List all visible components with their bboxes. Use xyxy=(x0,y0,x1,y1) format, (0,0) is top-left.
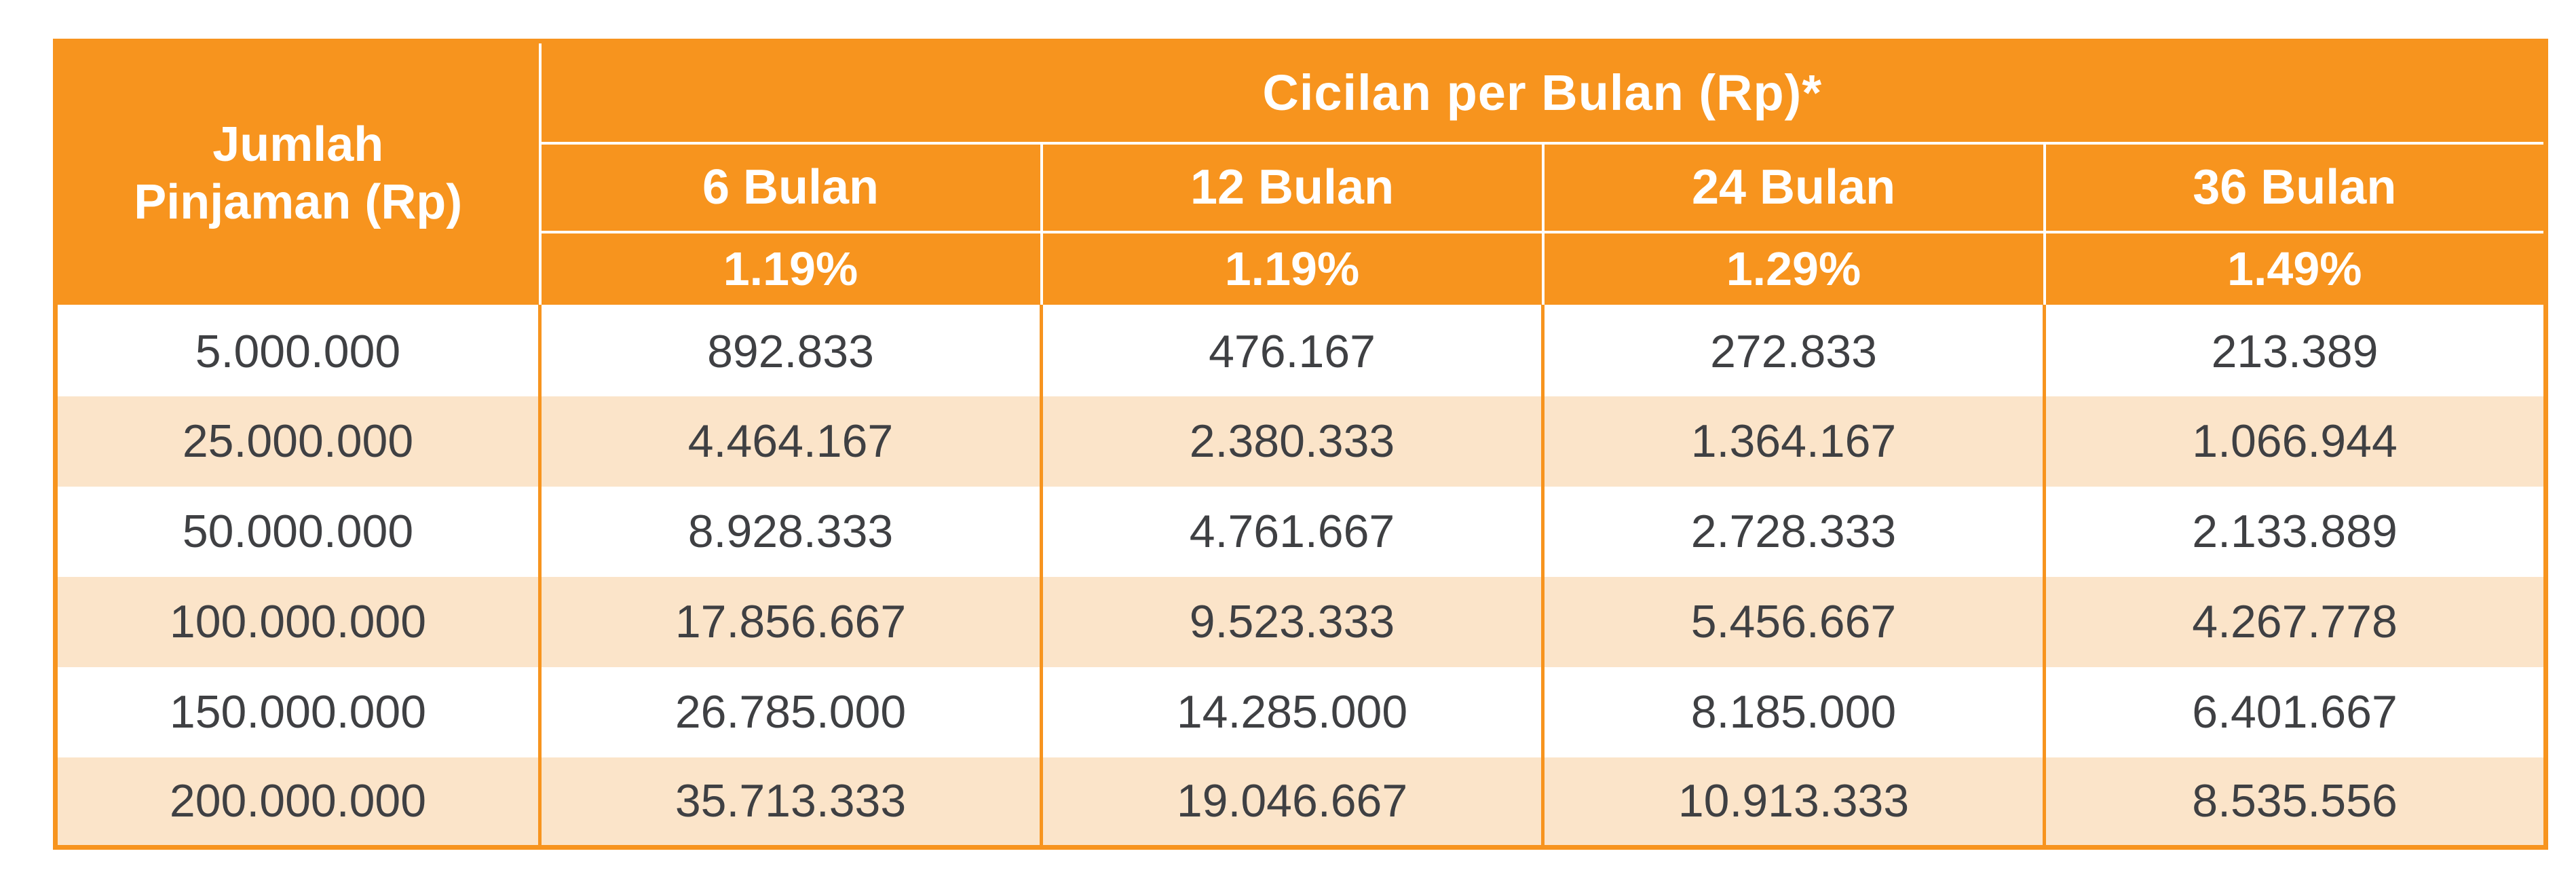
installment-group-header: Cicilan per Bulan (Rp)* xyxy=(538,39,2547,145)
installment-cell: 9.523.333 xyxy=(1040,576,1545,667)
installment-cell: 8.535.556 xyxy=(2042,757,2548,848)
table-row: 5.000.000 892.833 476.167 272.833 213.38… xyxy=(54,305,2548,396)
loan-amount-cell: 5.000.000 xyxy=(54,305,542,396)
loan-amount-cell: 50.000.000 xyxy=(54,486,542,577)
tenor-header-6-bulan: 6 Bulan xyxy=(538,141,1043,233)
table-row: 25.000.000 4.464.167 2.380.333 1.364.167… xyxy=(54,396,2548,487)
installment-cell: 26.785.000 xyxy=(538,666,1043,757)
loan-amount-header-line1: Jumlah xyxy=(212,117,384,172)
installment-cell: 892.833 xyxy=(538,305,1043,396)
loan-amount-cell: 200.000.000 xyxy=(54,757,542,848)
installment-table: Jumlah Pinjaman (Rp) Cicilan per Bulan (… xyxy=(53,39,2549,850)
installment-cell: 4.267.778 xyxy=(2042,576,2548,667)
installment-cell: 6.401.667 xyxy=(2042,666,2548,757)
installment-cell: 35.713.333 xyxy=(538,757,1043,848)
tenor-header-36-bulan: 36 Bulan xyxy=(2043,141,2547,233)
header-row-tenor: 6 Bulan 12 Bulan 24 Bulan 36 Bulan xyxy=(56,141,2547,233)
rate-header-36-bulan: 1.49% xyxy=(2043,230,2547,307)
installment-cell: 476.167 xyxy=(1040,305,1545,396)
installment-cell: 8.928.333 xyxy=(538,486,1043,577)
installment-cell: 8.185.000 xyxy=(1541,666,2046,757)
table-row: 150.000.000 26.785.000 14.285.000 8.185.… xyxy=(54,666,2548,757)
installment-cell: 2.728.333 xyxy=(1541,486,2046,577)
tenor-header-12-bulan: 12 Bulan xyxy=(1040,141,1545,233)
installment-cell: 17.856.667 xyxy=(538,576,1043,667)
installment-cell: 5.456.667 xyxy=(1541,576,2046,667)
installment-cell: 272.833 xyxy=(1541,305,2046,396)
loan-amount-column-header: Jumlah Pinjaman (Rp) xyxy=(54,39,542,307)
loan-amount-cell: 150.000.000 xyxy=(54,666,542,757)
installment-cell: 213.389 xyxy=(2042,305,2548,396)
loan-amount-cell: 25.000.000 xyxy=(54,396,542,487)
table-row: 200.000.000 35.713.333 19.046.667 10.913… xyxy=(54,757,2548,848)
header-row-rate: 1.19% 1.19% 1.29% 1.49% xyxy=(56,230,2547,307)
tenor-header-24-bulan: 24 Bulan xyxy=(1541,141,2046,233)
installment-cell: 19.046.667 xyxy=(1040,757,1545,848)
installment-cell: 10.913.333 xyxy=(1541,757,2046,848)
loan-amount-header-line2: Pinjaman (Rp) xyxy=(134,175,463,230)
installment-cell: 4.464.167 xyxy=(538,396,1043,487)
header-row-main: Jumlah Pinjaman (Rp) Cicilan per Bulan (… xyxy=(54,39,2547,307)
rate-header-24-bulan: 1.29% xyxy=(1541,230,2046,307)
rate-header-6-bulan: 1.19% xyxy=(538,230,1043,307)
table-row: 100.000.000 17.856.667 9.523.333 5.456.6… xyxy=(54,576,2548,667)
installment-cell: 1.364.167 xyxy=(1541,396,2046,487)
loan-amount-cell: 100.000.000 xyxy=(54,576,542,667)
installment-cell: 14.285.000 xyxy=(1040,666,1545,757)
installment-cell: 4.761.667 xyxy=(1040,486,1545,577)
installment-cell: 2.380.333 xyxy=(1040,396,1545,487)
installment-cell: 1.066.944 xyxy=(2042,396,2548,487)
table-row: 50.000.000 8.928.333 4.761.667 2.728.333… xyxy=(54,486,2548,577)
rate-header-12-bulan: 1.19% xyxy=(1040,230,1545,307)
installment-cell: 2.133.889 xyxy=(2042,486,2548,577)
